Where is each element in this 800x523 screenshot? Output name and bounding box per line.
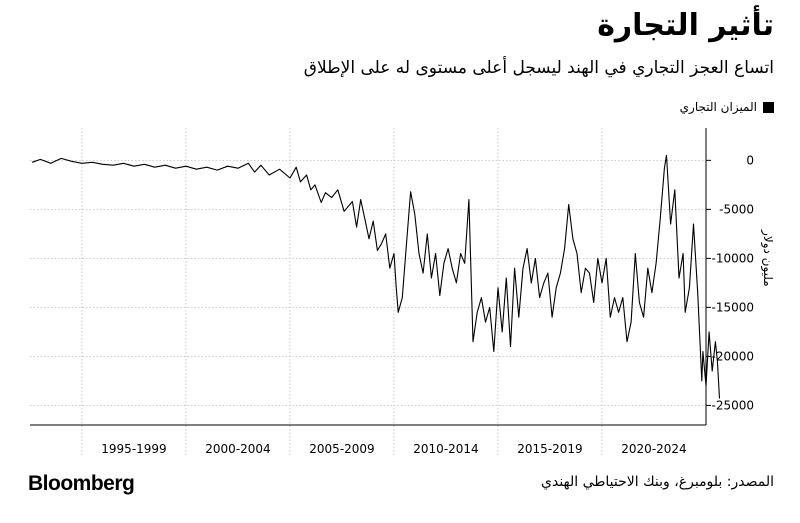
y-axis-title: مليون دولار [760, 229, 775, 287]
chart-subtitle: اتساع العجز التجاري في الهند ليسجل أعلى … [303, 58, 774, 78]
legend-label: الميزان التجاري [679, 100, 757, 114]
labels: 0 -5000 -10000 -15000 -20000 -25000 1995-1999 2… [101, 153, 775, 456]
y-tick-label: -15000 [711, 300, 754, 314]
series [31, 154, 721, 399]
grid [30, 128, 706, 457]
x-tick-label: 2010-2014 [413, 442, 478, 456]
series-line-trade-balance [31, 154, 721, 399]
legend: الميزان التجاري [680, 100, 774, 114]
y-tick-label: 0 [746, 153, 754, 167]
x-tick-label: 1995-1999 [101, 442, 166, 456]
y-tick-label: -5000 [719, 202, 754, 216]
x-tick-label: 2005-2009 [309, 442, 374, 456]
bloomberg-logo: Bloomberg [28, 472, 135, 495]
y-tick-label: -25000 [711, 398, 754, 412]
x-tick-label: 2020-2024 [621, 442, 686, 456]
axes [30, 128, 711, 426]
y-tick-label: -10000 [711, 251, 754, 265]
source-note: المصدر: بلومبرغ، وبنك الاحتياطي الهندي [541, 474, 774, 490]
chart-title: تأثير التجارة [597, 8, 774, 43]
legend-swatch [763, 101, 774, 113]
x-tick-label: 2000-2004 [205, 442, 270, 456]
x-tick-label: 2015-2019 [517, 442, 582, 456]
y-tick-label: -20000 [711, 349, 754, 363]
